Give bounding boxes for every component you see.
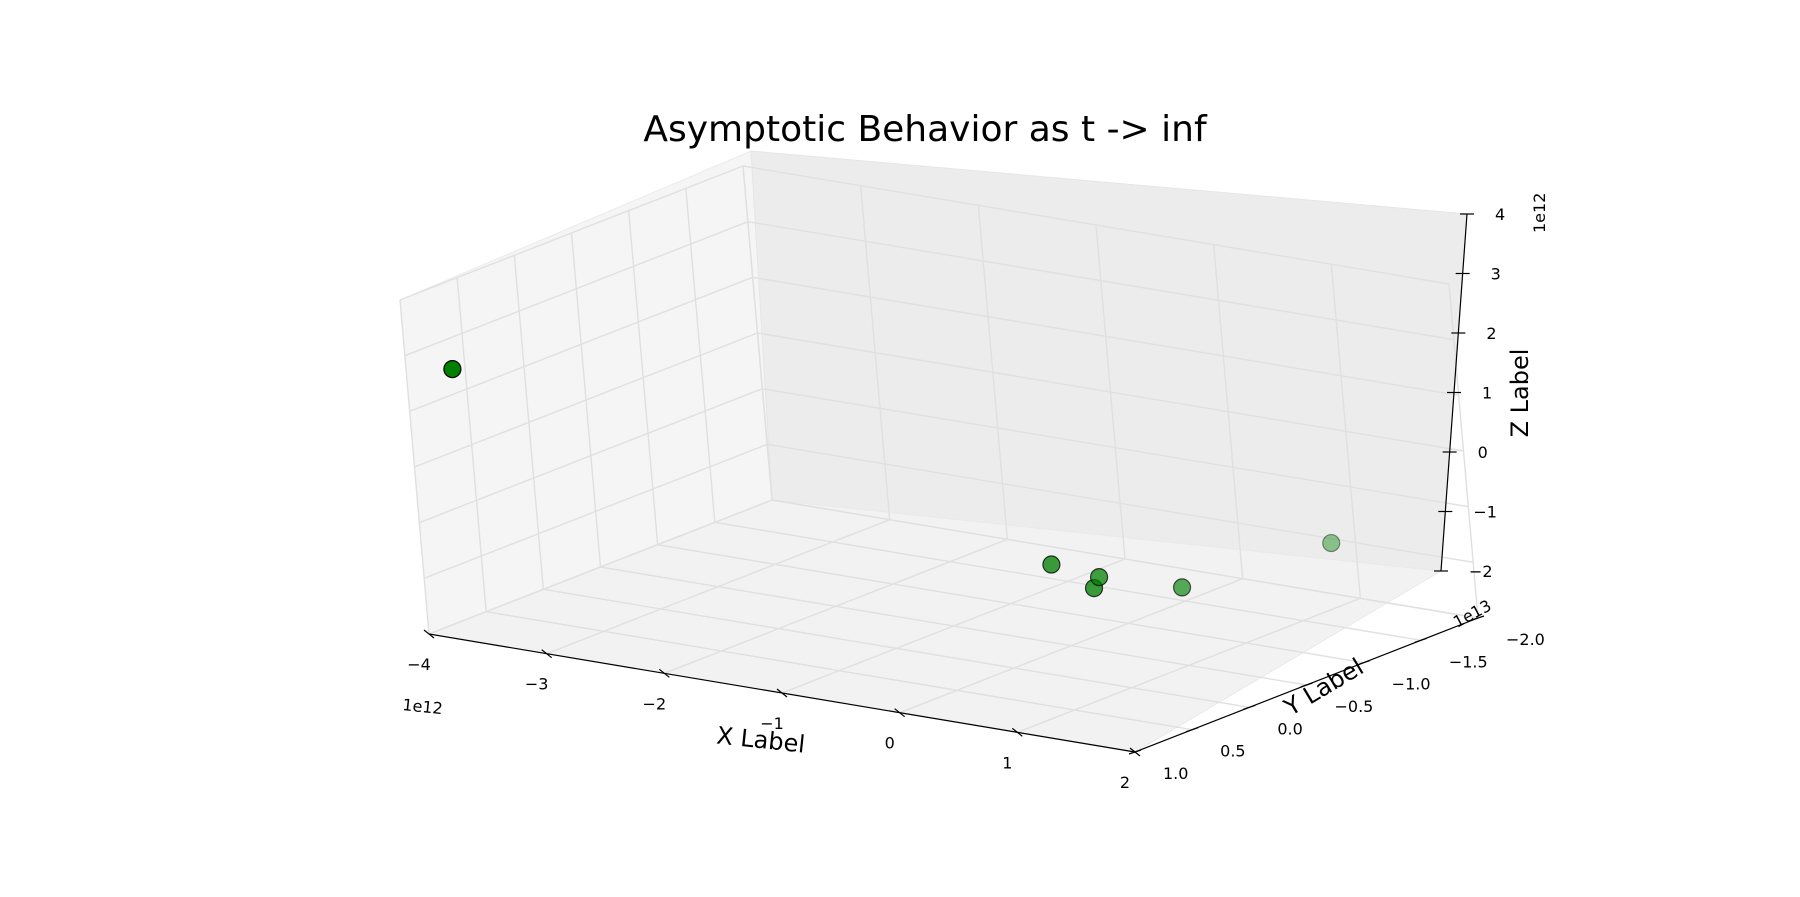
- y-tick-label: 1.0: [1163, 764, 1188, 783]
- z-tick-label: 3: [1491, 265, 1501, 284]
- grid-line-z-back: [757, 332, 1464, 452]
- y-tick-label: 0.0: [1277, 719, 1302, 738]
- tick-labels: −4 −3 −2 −1 0 1 2 −2.0 −1.5 −1.0 −0.5 0.0 0.5 1.0 −2 −1…: [407, 205, 1545, 792]
- y-tick-label: −2.0: [1506, 630, 1545, 649]
- z-tick-label: 1: [1482, 384, 1492, 403]
- grid-line-z-left: [409, 276, 753, 412]
- x-tick: [541, 649, 553, 659]
- grid-line-y-floor: [543, 588, 1250, 709]
- y-tick-label: 0.5: [1220, 742, 1245, 761]
- grid-line-z-back: [747, 220, 1454, 341]
- scatter-point: [1089, 567, 1109, 587]
- chart-title: Asymptotic Behavior as t -> inf: [643, 109, 1208, 150]
- y-tick: [1128, 749, 1142, 755]
- grid-line-y-floor: [657, 543, 1364, 664]
- x-tick-label: 0: [885, 734, 895, 753]
- y-tick: [1243, 704, 1256, 710]
- grid-line-y-floor: [486, 610, 1193, 731]
- y-offset-text: 1e13: [1450, 596, 1495, 632]
- x-axis-label: X Label: [715, 721, 806, 758]
- back-right-pane: [750, 150, 1468, 572]
- grid-line-z-left: [414, 332, 758, 468]
- y-tick: [1414, 637, 1428, 643]
- grid-line-z-left: [423, 443, 768, 579]
- x-tick-label: −3: [525, 675, 549, 694]
- x-tick: [423, 629, 435, 639]
- x-offset-text: 1e12: [402, 695, 444, 718]
- y-tick-label: −1.0: [1392, 675, 1431, 694]
- y-tick: [1357, 660, 1370, 666]
- x-tick: [776, 688, 788, 698]
- x-tick-label: −1: [760, 714, 784, 733]
- grid-line-y-floor: [714, 521, 1421, 642]
- grid-line-z-left: [404, 221, 749, 357]
- z-tick-label: 4: [1495, 205, 1505, 224]
- x-tick-label: −2: [643, 694, 667, 713]
- grid-line-z-left: [399, 165, 744, 301]
- x-tick: [1011, 727, 1023, 737]
- scatter-point: [443, 360, 462, 379]
- grid-line-z-back: [771, 499, 1479, 619]
- z-axis-label: Z Label: [1506, 349, 1534, 438]
- grid-line-z-back: [767, 443, 1474, 564]
- grid-lines: [399, 165, 1479, 753]
- scatter-point: [1172, 578, 1192, 597]
- y-tick-label: −1.5: [1449, 652, 1488, 671]
- grid-line-y-floor: [600, 566, 1307, 686]
- z-tick-label: −1: [1473, 503, 1497, 522]
- z-tick-label: 2: [1486, 324, 1496, 343]
- x-tick-label: 1: [1002, 753, 1012, 772]
- scatter-point: [1322, 533, 1341, 553]
- x-tick: [658, 668, 670, 678]
- tick-marks: [423, 213, 1485, 757]
- y-tick: [1471, 615, 1485, 621]
- grid-line-z-left: [428, 499, 773, 635]
- y-tick-label: −0.5: [1335, 697, 1374, 716]
- grid-line-z-left: [419, 388, 763, 524]
- grid-line-z-back: [752, 276, 1459, 397]
- grid-line-z-back: [762, 387, 1469, 508]
- z-offset-text: 1e12: [1530, 193, 1549, 233]
- x-tick: [894, 708, 906, 718]
- z-tick-label: −2: [1469, 562, 1493, 581]
- data-points: [443, 360, 1341, 598]
- z-tick-label: 0: [1478, 443, 1488, 462]
- x-tick-label: 2: [1120, 773, 1130, 792]
- y-tick: [1300, 682, 1313, 688]
- grid-line-z-back: [742, 165, 1450, 285]
- y-tick: [1185, 727, 1199, 733]
- x-tick-label: −4: [407, 655, 431, 674]
- scatter-point: [1042, 555, 1061, 574]
